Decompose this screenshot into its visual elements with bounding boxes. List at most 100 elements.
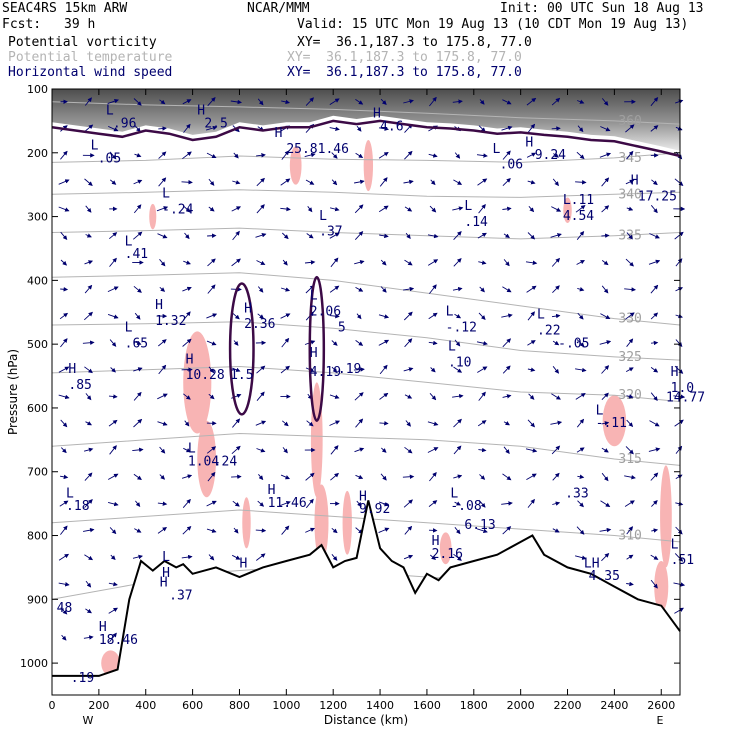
hl-label-16: L.11 (563, 193, 594, 208)
isentrope-360 (51, 101, 681, 125)
field-xy-wind: XY= 36.1,187.3 to 175.8, 77.0 (287, 65, 522, 80)
wind-vector-329 (502, 150, 511, 160)
wind-vector-407 (601, 421, 610, 426)
wind-vector-324 (479, 474, 486, 480)
pv-tropopause (51, 119, 681, 158)
x-tick-label-2: 400 (135, 699, 156, 712)
wind-vector-148 (231, 474, 242, 480)
wind-vector-126 (208, 366, 215, 374)
wind-vector-450 (650, 579, 658, 589)
hl-label-48: H (68, 362, 76, 377)
hl-label-37: L (448, 340, 456, 355)
wind-vector-115 (181, 554, 193, 560)
wind-vector-423 (625, 367, 634, 372)
wind-vector-84 (158, 177, 167, 187)
wind-vector-92 (157, 393, 168, 400)
wind-vector-278 (429, 205, 437, 213)
wind-vector-250 (379, 392, 389, 400)
wind-vector-130 (207, 471, 216, 482)
wind-vector-76 (132, 447, 144, 453)
wind-vector-468 (674, 553, 684, 562)
wind-vector-258 (404, 150, 413, 160)
field-name-theta: Potential temperature (8, 50, 173, 65)
wind-vector-326 (476, 528, 488, 534)
wind-vector-429 (626, 526, 634, 535)
wind-vector-311 (478, 125, 486, 133)
wind-vector-85 (156, 206, 169, 212)
wind-vector-119 (208, 178, 215, 186)
hl-label-14: H (631, 174, 639, 189)
wind-vector-21 (84, 97, 92, 106)
wind-vector-146 (232, 418, 241, 428)
pink-blob-13 (149, 203, 157, 230)
pink-blob-1 (197, 420, 217, 498)
wind-vector-44 (109, 151, 117, 160)
wind-vector-340 (503, 446, 510, 455)
wind-vector-97 (157, 526, 168, 534)
wind-vector-215 (329, 394, 340, 399)
hl-label-31: 2.36 (244, 317, 275, 332)
wind-vector-420 (624, 287, 636, 292)
wind-vector-160 (257, 313, 265, 319)
wind-vector-315 (477, 232, 487, 239)
wind-vector-213 (331, 340, 338, 346)
wind-vector-328 (501, 125, 513, 131)
wind-vector-14 (60, 474, 69, 480)
wind-vector-284 (430, 367, 436, 373)
hl-label-15: 17.25 (638, 190, 677, 205)
hl-annotations: L.96L.05H2.5H25.81.46H4.6L.06H9.24H17.25… (57, 104, 705, 687)
pv-column-1 (308, 275, 326, 422)
wind-vector-370 (552, 366, 560, 374)
wind-vector-277 (430, 179, 436, 186)
wind-vector-203 (305, 527, 316, 533)
terrain-fill (52, 500, 680, 695)
wind-vector-300 (454, 313, 462, 319)
x-tick-label-7: 1400 (366, 699, 394, 712)
hl-label-51: 1.0 (671, 381, 694, 396)
isentrope-label-315: 315 (618, 452, 641, 467)
wind-vector-264 (403, 311, 413, 321)
wind-vector-17 (58, 553, 70, 561)
wind-vector-426 (625, 446, 634, 455)
wind-vector-228 (354, 260, 365, 265)
wind-vector-274 (429, 96, 437, 107)
wind-vector-103 (184, 232, 190, 240)
wind-vector-356 (527, 419, 536, 428)
x-tick-label-4: 800 (229, 699, 250, 712)
wind-vector-187 (305, 97, 315, 106)
x-tick-label-1: 200 (88, 699, 109, 712)
wind-vector-229 (355, 287, 364, 292)
wind-vector-282 (428, 312, 438, 320)
wind-vector-462 (673, 394, 686, 399)
wind-vector-204 (329, 98, 340, 105)
wind-vector-157 (255, 233, 267, 238)
wind-vector-98 (182, 99, 192, 105)
hl-label-62: H (359, 489, 367, 504)
field-xy-theta: XY= 36.1,187.3 to 175.8, 77.0 (287, 50, 522, 65)
wind-vector-408 (601, 447, 609, 453)
wind-vector-418 (626, 232, 633, 240)
wind-vector-175 (281, 232, 289, 240)
wind-vector-246 (380, 286, 387, 293)
wind-vector-400 (601, 233, 610, 238)
wind-vector-169 (256, 553, 266, 561)
wind-vector-174 (280, 206, 291, 212)
wind-vector-104 (183, 260, 191, 265)
pink-blob-9 (363, 140, 374, 192)
wind-vector-140 (231, 258, 241, 267)
wind-vector-72 (134, 340, 142, 345)
hl-label-36: -.12 (446, 320, 477, 335)
wind-vector-217 (330, 445, 339, 455)
wind-vector-415 (626, 150, 634, 160)
wind-vector-447 (651, 500, 658, 507)
hl-label-20: L (319, 209, 327, 224)
wind-vector-20 (61, 634, 67, 641)
isentrope-label-310: 310 (618, 529, 641, 544)
wind-vector-48 (109, 257, 117, 267)
hl-label-21: .37 (319, 225, 342, 240)
wind-vector-147 (231, 445, 241, 455)
wind-vector-276 (428, 153, 438, 158)
wind-vector-381 (575, 205, 586, 213)
wind-vector-322 (477, 420, 487, 427)
wind-vector-138 (231, 206, 242, 212)
